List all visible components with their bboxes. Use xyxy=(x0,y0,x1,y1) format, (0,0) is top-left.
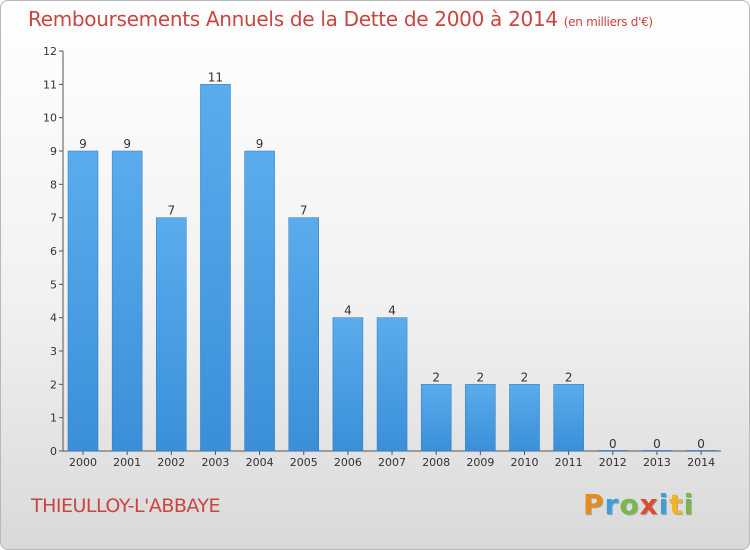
bar xyxy=(509,384,540,452)
data-label: 0 xyxy=(653,437,661,451)
y-tick-label: 1 xyxy=(50,412,57,425)
logo-letter: r xyxy=(604,488,620,521)
x-tick-label: 2009 xyxy=(466,456,494,469)
bar xyxy=(67,150,99,452)
bar xyxy=(420,384,452,452)
bar xyxy=(553,384,584,452)
x-tick-label: 2002 xyxy=(157,456,185,469)
bar xyxy=(156,217,187,452)
y-tick-label: 7 xyxy=(50,212,57,225)
data-label: 9 xyxy=(123,137,131,151)
chart-title-text: Remboursements Annuels de la Dette de 20… xyxy=(28,7,558,31)
x-tick-label: 2013 xyxy=(643,456,671,469)
data-label: 7 xyxy=(167,204,175,218)
bar xyxy=(111,150,143,452)
y-tick-label: 11 xyxy=(43,78,57,91)
y-tick-label: 5 xyxy=(50,278,57,291)
y-tick-label: 3 xyxy=(50,345,57,358)
data-label: 0 xyxy=(697,437,705,451)
commune-name: THIEULLOY-L'ABBAYE xyxy=(31,495,221,517)
data-label: 4 xyxy=(388,304,396,318)
data-label: 7 xyxy=(300,204,308,218)
x-tick-label: 2001 xyxy=(113,456,141,469)
y-tick-label: 9 xyxy=(50,145,57,158)
data-label: 0 xyxy=(609,437,617,451)
y-tick-label: 8 xyxy=(50,178,57,191)
chart-subtitle: (en milliers d'€) xyxy=(563,15,653,29)
logo-letter: P xyxy=(583,488,605,521)
bar xyxy=(244,150,275,452)
data-label: 2 xyxy=(432,370,440,384)
chart-title: Remboursements Annuels de la Dette de 20… xyxy=(28,7,653,31)
logo-letter: i xyxy=(683,488,695,521)
y-tick-label: 4 xyxy=(50,312,57,325)
x-tick-label: 2008 xyxy=(422,456,450,469)
bar xyxy=(200,84,231,452)
x-tick-label: 2010 xyxy=(511,456,539,469)
x-tick-label: 2000 xyxy=(69,456,97,469)
x-tick-label: 2005 xyxy=(290,456,318,469)
y-tick-label: 0 xyxy=(50,445,57,458)
proxiti-logo: Proxiti xyxy=(583,488,694,521)
data-label: 2 xyxy=(521,370,529,384)
bar xyxy=(376,317,408,452)
x-tick-label: 2006 xyxy=(334,456,362,469)
data-label: 4 xyxy=(344,304,352,318)
data-label: 9 xyxy=(79,137,87,151)
x-tick-label: 2012 xyxy=(599,456,627,469)
bar xyxy=(332,317,364,452)
x-tick-label: 2007 xyxy=(378,456,406,469)
bar xyxy=(288,217,319,452)
data-label: 2 xyxy=(477,370,485,384)
x-tick-label: 2014 xyxy=(687,456,715,469)
x-tick-label: 2004 xyxy=(246,456,274,469)
x-tick-label: 2003 xyxy=(201,456,229,469)
data-label: 11 xyxy=(208,70,223,84)
data-label: 9 xyxy=(256,137,264,151)
y-tick-label: 12 xyxy=(43,45,57,58)
logo-letter: i xyxy=(658,488,670,521)
x-tick-label: 2011 xyxy=(555,456,583,469)
y-tick-label: 10 xyxy=(43,112,57,125)
logo-letter: o xyxy=(619,488,640,521)
logo-letter: t xyxy=(669,488,684,521)
y-tick-label: 2 xyxy=(50,378,57,391)
bar xyxy=(465,384,496,452)
data-label: 2 xyxy=(565,370,573,384)
logo-letter: x xyxy=(639,488,659,521)
y-tick-label: 6 xyxy=(50,245,57,258)
